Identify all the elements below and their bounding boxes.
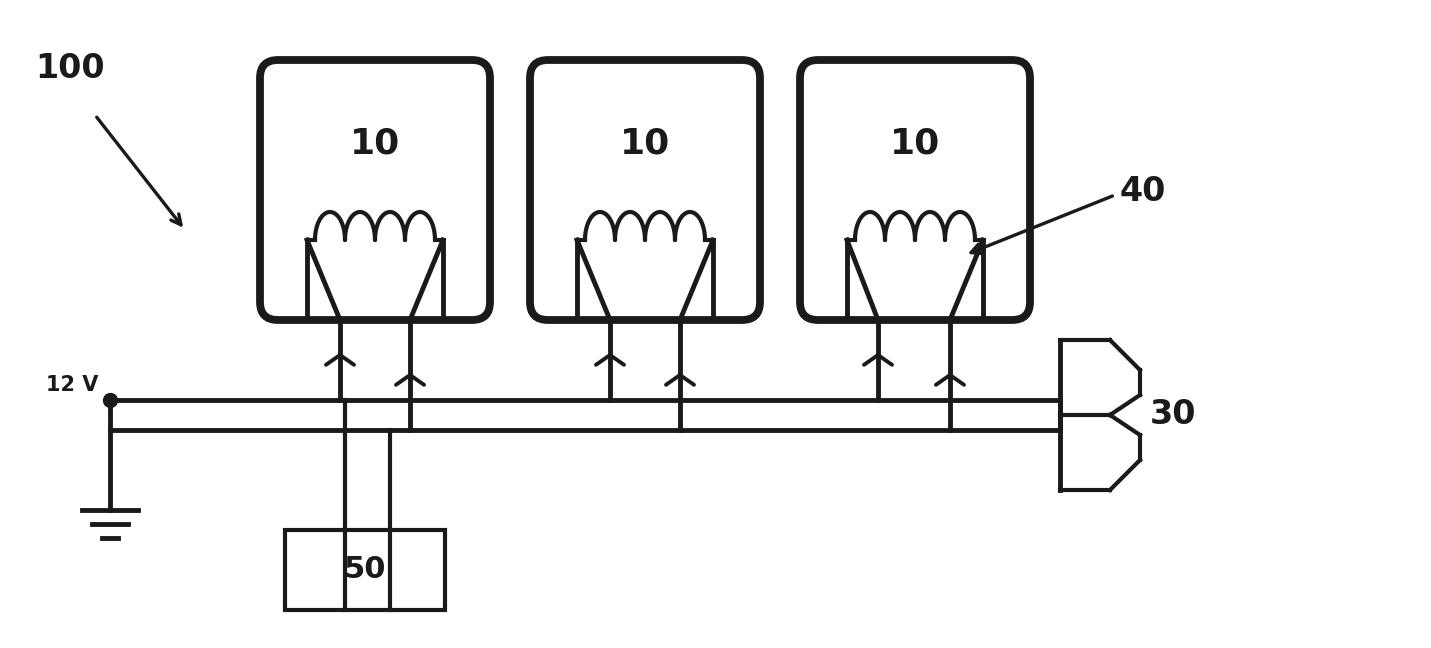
FancyBboxPatch shape (285, 530, 445, 610)
Text: 50: 50 (343, 555, 386, 584)
Text: 10: 10 (890, 126, 940, 160)
Text: 100: 100 (34, 52, 104, 85)
Text: 40: 40 (1120, 175, 1166, 208)
Text: 30: 30 (1151, 399, 1196, 432)
FancyBboxPatch shape (800, 60, 1030, 320)
FancyBboxPatch shape (260, 60, 489, 320)
FancyBboxPatch shape (529, 60, 760, 320)
Text: 10: 10 (620, 126, 670, 160)
Text: 12 V: 12 V (46, 375, 97, 395)
Text: 10: 10 (349, 126, 401, 160)
